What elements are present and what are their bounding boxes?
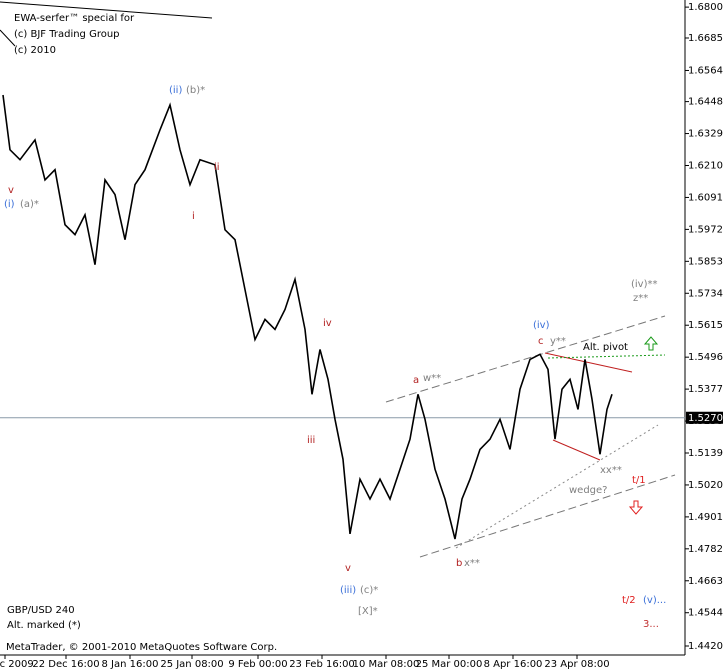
y-tick-label: 1.47825 (688, 544, 723, 555)
annotation: (iii) (340, 585, 356, 596)
annotation: iii (307, 435, 315, 446)
y-tick-label: 1.54965 (688, 352, 723, 363)
y-tick-label: 1.68005 (688, 2, 723, 13)
trend-line (0, 1, 213, 19)
annotation: wedge? (569, 485, 608, 496)
y-tick-label: 1.57345 (688, 288, 723, 299)
annotation: (i) (4, 199, 15, 210)
y-tick-label: 1.46635 (688, 576, 723, 587)
trend-line (0, 29, 16, 47)
annotation: GBP/USD 240 (7, 605, 75, 616)
annotation: (c) 2010 (14, 45, 56, 56)
annotation: (iv)** (631, 279, 658, 290)
annotation: w** (423, 373, 441, 384)
annotation: v (345, 563, 351, 574)
annotation: (c)* (360, 585, 378, 596)
annotation: [X]* (358, 606, 378, 617)
annotation: (c) BJF Trading Group (14, 29, 120, 40)
annotation: 3... (643, 619, 659, 630)
annotation: t/1 (632, 475, 646, 486)
annotation: (iv) (533, 320, 550, 331)
current-price-label: 1.52708 (688, 413, 723, 424)
annotation: MetaTrader, © 2001-2010 MetaQuotes Softw… (6, 642, 277, 653)
annotation: v (8, 185, 14, 196)
y-tick-label: 1.59725 (688, 224, 723, 235)
wedge-line (544, 352, 633, 373)
y-tick-label: 1.56155 (688, 320, 723, 331)
annotation: Alt. marked (*) (7, 620, 81, 631)
annotation: t/2 (622, 595, 636, 606)
y-tick-label: 1.58535 (688, 256, 723, 267)
x-tick-label: 23 Apr 08:00 (544, 659, 609, 670)
annotation: (v)... (643, 595, 666, 606)
x-tick-label: 25 Mar 00:00 (416, 659, 483, 670)
annotation: (ii) (169, 85, 182, 96)
y-tick-label: 1.53775 (688, 384, 723, 395)
x-tick-label: 10 Mar 08:00 (353, 659, 420, 670)
down-arrow (628, 500, 644, 515)
annotation: b (456, 558, 462, 569)
y-tick-label: 1.50205 (688, 480, 723, 491)
annotation: xx** (600, 465, 622, 476)
up-arrow (643, 336, 659, 351)
annotation: (b)* (186, 85, 205, 96)
x-tick-label: 1 Dec 2009 (0, 659, 34, 670)
annotation: EWA-serfer™ special for (14, 13, 135, 24)
annotation: c (538, 336, 544, 347)
channel-line (385, 315, 666, 403)
y-tick-label: 1.44205 (688, 641, 723, 652)
price-line (2, 94, 613, 540)
annotation: y** (550, 336, 566, 347)
y-tick-label: 1.49015 (688, 512, 723, 523)
annotation: (a)* (20, 199, 39, 210)
x-tick-label: 8 Apr 16:00 (484, 659, 543, 670)
y-tick-label: 1.64485 (688, 97, 723, 108)
annotation: x** (464, 558, 480, 569)
x-tick-label: 8 Jan 16:00 (102, 659, 159, 670)
annotation: Alt. pivot (583, 342, 628, 353)
y-tick-label: 1.63295 (688, 129, 723, 140)
current-price-box (686, 411, 723, 424)
annotation: i (192, 211, 195, 222)
y-tick-label: 1.60915 (688, 192, 723, 203)
channel-line (419, 474, 676, 558)
x-tick-label: 23 Feb 16:00 (289, 659, 355, 670)
x-tick-label: 22 Dec 16:00 (32, 659, 99, 670)
y-tick-label: 1.45445 (688, 608, 723, 619)
y-tick-label: 1.65645 (688, 65, 723, 76)
x-tick-label: 25 Jan 08:00 (160, 659, 223, 670)
y-tick-label: 1.51395 (688, 448, 723, 459)
x-tick-label: 9 Feb 00:00 (228, 659, 287, 670)
annotation: z** (633, 293, 648, 304)
y-tick-label: 1.62105 (688, 160, 723, 171)
annotation: ii (214, 162, 220, 173)
pivot-line (547, 354, 666, 359)
y-tick-label: 1.66855 (688, 33, 723, 44)
annotation: iv (323, 318, 332, 329)
annotation: a (413, 375, 419, 386)
wedge-line (552, 439, 601, 461)
